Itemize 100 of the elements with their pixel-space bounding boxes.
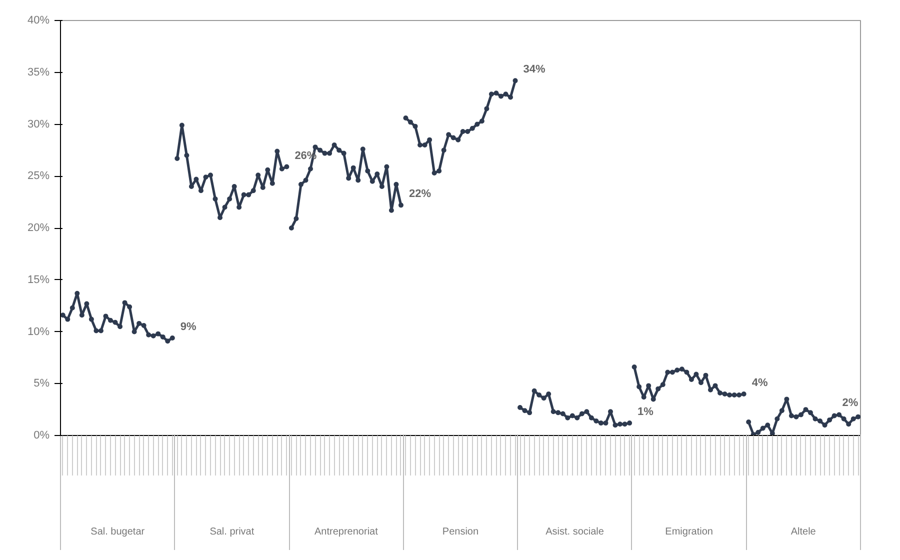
point	[284, 164, 290, 170]
point	[322, 150, 328, 156]
point	[122, 300, 128, 306]
data-label: 22%	[408, 188, 432, 200]
point	[450, 135, 456, 140]
point	[408, 120, 413, 125]
point	[850, 416, 856, 422]
text: Sal. bugetar	[90, 526, 146, 538]
point	[179, 122, 184, 128]
point	[774, 416, 780, 422]
point	[541, 396, 546, 401]
point	[579, 411, 584, 416]
point	[494, 90, 499, 96]
y-tick-label: 25%	[27, 170, 50, 182]
point	[141, 323, 146, 328]
point	[803, 407, 808, 412]
point	[98, 328, 104, 334]
point	[203, 174, 208, 180]
point	[246, 192, 252, 198]
point	[427, 137, 432, 142]
point	[746, 420, 752, 425]
point	[412, 124, 418, 129]
point	[74, 290, 80, 296]
point	[484, 106, 490, 112]
point	[312, 144, 318, 150]
point	[384, 164, 390, 170]
point	[441, 148, 446, 153]
point	[294, 216, 299, 222]
point	[474, 122, 480, 127]
point	[70, 305, 75, 310]
point	[460, 129, 466, 134]
point	[212, 196, 218, 202]
point	[836, 412, 842, 418]
point	[694, 372, 699, 377]
y-tick-label: 15%	[27, 274, 50, 286]
point	[556, 410, 561, 416]
text: Pension	[442, 526, 479, 538]
point	[341, 150, 346, 156]
y-tick-label: 40%	[27, 14, 50, 26]
point	[808, 410, 813, 416]
point	[274, 148, 280, 154]
point	[708, 387, 713, 392]
point	[418, 142, 423, 148]
point	[379, 184, 384, 189]
point	[456, 137, 461, 142]
data-label: 34%	[523, 64, 546, 76]
point	[146, 332, 152, 338]
point	[756, 430, 761, 435]
point	[208, 172, 213, 178]
point	[560, 411, 566, 416]
point	[518, 404, 523, 410]
point	[479, 118, 484, 124]
point	[570, 413, 575, 418]
point	[827, 417, 832, 422]
data-label: 4%	[752, 377, 768, 389]
point	[550, 409, 556, 414]
point	[688, 376, 694, 382]
point	[656, 386, 661, 392]
point	[798, 412, 804, 418]
point	[794, 414, 799, 420]
point	[288, 226, 294, 230]
point	[603, 420, 608, 426]
point	[736, 392, 742, 398]
point	[750, 432, 756, 436]
point	[618, 422, 623, 427]
point	[136, 320, 142, 326]
point	[336, 148, 342, 153]
point	[184, 152, 190, 158]
point	[174, 156, 180, 161]
point	[598, 420, 604, 426]
point	[856, 414, 860, 420]
point	[127, 304, 132, 310]
point	[332, 142, 337, 148]
y-tick-label: 10%	[27, 326, 50, 338]
point	[170, 335, 175, 340]
point	[612, 422, 618, 428]
point	[503, 92, 508, 97]
point	[674, 368, 680, 373]
point	[303, 178, 308, 183]
point	[398, 202, 404, 208]
point	[79, 312, 84, 318]
text: Altele	[790, 526, 816, 538]
point	[88, 316, 94, 322]
point	[588, 415, 594, 420]
y-tick-label: 35%	[27, 66, 50, 78]
text: Asist. sociale	[546, 526, 604, 538]
point	[165, 338, 170, 344]
point	[718, 390, 723, 396]
point	[818, 418, 823, 424]
point	[103, 314, 108, 319]
point	[160, 334, 166, 340]
point	[436, 168, 442, 174]
point	[741, 392, 746, 396]
point	[260, 185, 266, 190]
point	[403, 116, 408, 121]
point	[241, 192, 246, 198]
point	[118, 324, 123, 330]
point	[446, 132, 452, 138]
point	[318, 148, 323, 153]
point	[622, 422, 628, 427]
